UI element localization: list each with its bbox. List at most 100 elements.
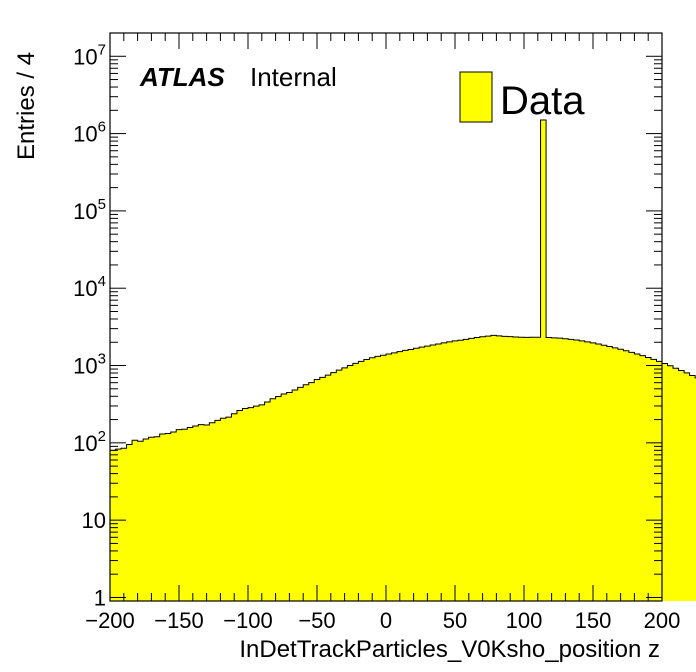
histogram-bar: [419, 347, 425, 601]
x-tick-label: 100: [506, 608, 543, 633]
x-tick-labels: −200 −150 −100 −50 0 50 100 150 200: [85, 608, 680, 633]
y-axis-title: Entries / 4: [13, 52, 40, 160]
histogram-bar: [270, 398, 276, 601]
histogram-bar: [137, 441, 144, 601]
histogram-bar: [203, 425, 210, 601]
histogram-bar: [402, 350, 409, 601]
y-tick-label: 102: [73, 428, 106, 456]
histogram-bar: [341, 367, 348, 601]
histogram-bar: [325, 375, 332, 601]
y-tick-labels: 1 10 102 103 104 105 106 107: [73, 41, 106, 610]
histogram-bar: [275, 396, 282, 601]
histogram-bar: [170, 432, 177, 601]
histogram-bar: [457, 340, 464, 601]
histogram-bar: [501, 336, 508, 601]
histogram-bar: [143, 439, 149, 601]
y-tick-label: 105: [73, 196, 106, 224]
histogram-bar: [165, 433, 172, 601]
histogram-bar: [512, 336, 519, 601]
histogram-bar: [667, 365, 674, 601]
histogram-bar: [297, 387, 304, 601]
histogram-bar: [551, 337, 558, 601]
histogram-bar: [524, 337, 530, 601]
histogram-bar: [535, 337, 541, 601]
histogram-bar: [639, 355, 646, 601]
x-tick-label: −150: [154, 608, 204, 633]
histogram-bar: [645, 357, 652, 601]
histogram-bar: [397, 351, 403, 601]
histogram-bar: [474, 337, 481, 601]
internal-label: Internal: [250, 62, 337, 92]
x-tick-label: 200: [644, 608, 681, 633]
histogram-bar: [601, 345, 608, 601]
x-tick-label: −100: [223, 608, 273, 633]
axis-ticks: [109, 32, 663, 601]
histogram-bar: [248, 407, 254, 601]
histogram-bar: [612, 347, 619, 601]
histogram-bar: [678, 370, 685, 601]
histogram-bar: [154, 436, 160, 601]
histogram-bar: [225, 417, 232, 601]
histogram-bar: [281, 394, 287, 601]
histogram-bar: [617, 349, 624, 601]
histogram-bar: [584, 341, 591, 601]
histogram-bar: [573, 339, 580, 601]
x-tick-label: 50: [443, 608, 467, 633]
y-tick-label: 103: [73, 351, 106, 379]
histogram-bar: [595, 343, 602, 601]
histogram-bar: [380, 355, 387, 601]
histogram-bar: [485, 336, 492, 601]
histogram-bar: [181, 429, 188, 601]
histogram-bar: [656, 361, 663, 601]
histogram-bar: [568, 339, 574, 601]
histogram-bar: [684, 372, 690, 601]
histogram-bar: [446, 341, 453, 601]
histogram-bar: [264, 401, 271, 601]
histogram-bar: [231, 413, 238, 601]
histogram-step-line: [110, 119, 696, 451]
histogram-bar: [286, 392, 293, 601]
histogram-bar: [540, 119, 547, 602]
histogram-bar: [314, 379, 321, 601]
x-tick-label: 0: [380, 608, 392, 633]
x-tick-label: −200: [85, 608, 135, 633]
histogram-bar: [198, 424, 205, 601]
histogram-bar: [452, 340, 459, 601]
histogram-bar: [490, 335, 497, 601]
histogram-bar: [590, 342, 597, 601]
histogram-bar: [209, 422, 216, 601]
histogram-bar: [634, 353, 641, 601]
histogram-bar: [650, 359, 657, 601]
histogram-bar: [435, 343, 442, 601]
histogram-bar: [126, 444, 133, 601]
atlas-label: ATLAS: [139, 62, 225, 92]
histogram-bar: [192, 426, 199, 601]
histogram-bar: [562, 338, 569, 601]
histogram-bar: [369, 357, 376, 601]
histogram-bar: [358, 361, 365, 601]
histogram-bar: [579, 340, 586, 601]
histogram-bar: [159, 434, 166, 601]
histogram-bar: [689, 375, 696, 601]
histogram-bar: [413, 348, 420, 601]
histogram-bar: [303, 384, 310, 601]
histogram-bar: [319, 377, 326, 601]
histogram-bar: [308, 382, 315, 601]
histogram-bar: [408, 349, 414, 601]
histogram-bar: [214, 420, 221, 601]
legend-label: Data: [500, 79, 585, 123]
y-tick-label: 104: [73, 273, 106, 301]
x-tick-label: −50: [298, 608, 335, 633]
histogram-bar: [253, 406, 260, 601]
histogram-bar: [430, 345, 436, 601]
histogram-bar: [606, 346, 613, 601]
histogram-bar: [441, 342, 448, 601]
y-tick-label: 10: [82, 508, 106, 533]
y-tick-label: 107: [73, 41, 106, 69]
histogram-bar: [236, 410, 243, 601]
histogram-bar: [110, 450, 116, 601]
histogram-bar: [363, 359, 370, 601]
histogram-bar: [468, 338, 475, 601]
histogram-bar: [518, 337, 525, 601]
